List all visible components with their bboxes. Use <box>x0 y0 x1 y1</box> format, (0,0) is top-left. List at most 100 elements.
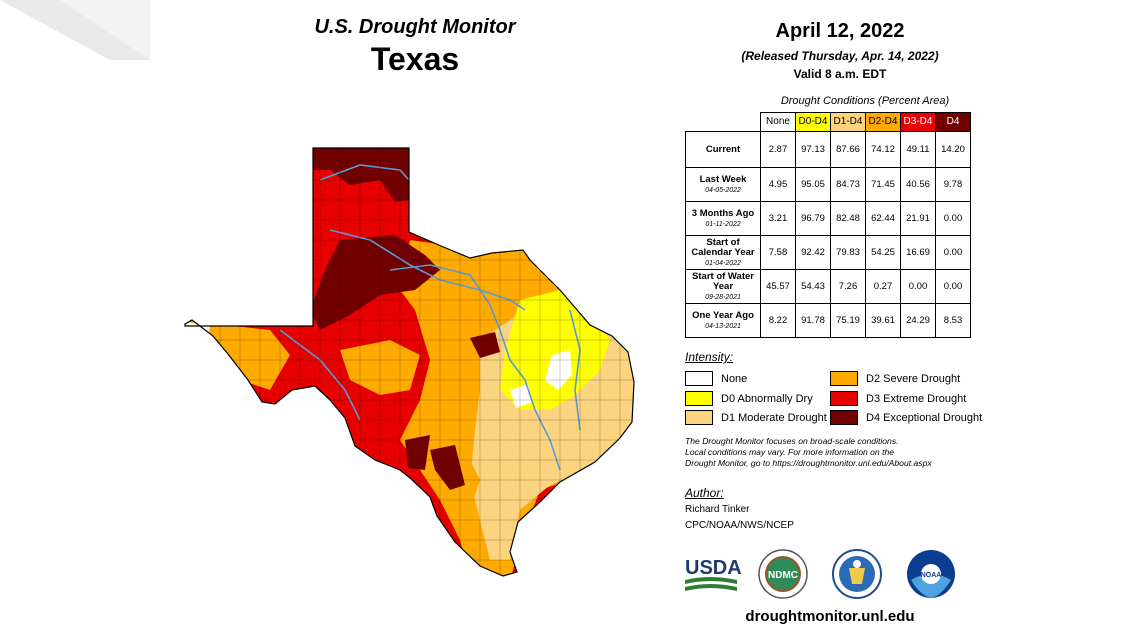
table-row-start-of-water-year: Start of Water Year 09-28-2021 45.57 54.4… <box>685 269 971 304</box>
cell-d4: 14.20 <box>935 131 971 168</box>
date-block: April 12, 2022 (Released Thursday, Apr. … <box>700 20 980 81</box>
cell-d0-d4: 97.13 <box>795 131 831 168</box>
d4-region-border <box>405 435 430 470</box>
drought-conditions-table: None D0-D4 D1-D4 D2-D4 D3-D4 D4 Current … <box>685 112 971 338</box>
cell-none: 2.87 <box>760 131 796 168</box>
column-header-d4: D4 <box>935 112 971 132</box>
legend-label: D1 Moderate Drought <box>721 411 827 424</box>
row-label: One Year Ago 04-13-2021 <box>685 303 761 338</box>
legend-swatch <box>830 391 858 406</box>
header-blank <box>686 113 761 132</box>
cell-d1-d4: 7.26 <box>830 269 866 304</box>
cell-none: 45.57 <box>760 269 796 304</box>
d4-region-central <box>470 332 500 358</box>
cell-d0-d4: 95.05 <box>795 167 831 202</box>
cell-d2-d4: 71.45 <box>865 167 901 202</box>
legend-swatch <box>685 391 713 406</box>
county-grid <box>185 148 634 576</box>
row-label: Start of Calendar Year 01-04-2022 <box>685 235 761 270</box>
legend-label: D4 Exceptional Drought <box>866 411 983 424</box>
cell-none: 4.95 <box>760 167 796 202</box>
row-label: 3 Months Ago 01-11-2022 <box>685 201 761 236</box>
map-date: April 12, 2022 <box>775 20 905 42</box>
cell-d4: 9.78 <box>935 167 971 202</box>
cell-d0-d4: 92.42 <box>795 235 831 270</box>
table-row-last-week: Last Week 04-05-2022 4.95 95.05 84.73 71.… <box>685 167 971 202</box>
cell-d0-d4: 96.79 <box>795 201 831 236</box>
legend-label: None <box>721 372 748 385</box>
column-header-d1-d4: D1-D4 <box>830 112 866 132</box>
legend-label: D0 Abnormally Dry <box>721 392 813 405</box>
ndmc-logo: NDMC <box>758 549 808 599</box>
author-name: Richard Tinker <box>685 504 750 515</box>
texas-drought-map <box>184 147 635 577</box>
d2-region-north <box>420 295 465 330</box>
release-date: (Released Thursday, Apr. 14, 2022) <box>741 49 939 63</box>
d4-region-panhandle <box>313 148 409 202</box>
cell-d1-d4: 84.73 <box>830 167 866 202</box>
cell-d0-d4: 91.78 <box>795 303 831 338</box>
legend-item-d2: D2 Severe Drought <box>830 371 960 386</box>
legend-swatch <box>830 410 858 425</box>
note-line-1: The Drought Monitor focuses on broad-sca… <box>685 436 899 446</box>
table-row-3-months-ago: 3 Months Ago 01-11-2022 3.21 96.79 82.48 … <box>685 201 971 236</box>
cell-d0-d4: 54.43 <box>795 269 831 304</box>
none-region-central <box>510 384 532 408</box>
column-header-d2-d4: D2-D4 <box>865 112 901 132</box>
column-header-d0-d4: D0-D4 <box>795 112 831 132</box>
legend-item-d4: D4 Exceptional Drought <box>830 410 982 425</box>
cell-d3-d4: 21.91 <box>900 201 936 236</box>
usda-logo-text: USDA <box>685 557 742 579</box>
legend-item-d0: D0 Abnormally Dry <box>685 391 813 406</box>
legend-swatch <box>830 371 858 386</box>
noaa-logo: NOAA <box>907 550 955 598</box>
cell-d2-d4: 0.27 <box>865 269 901 304</box>
website-url[interactable]: droughtmonitor.unl.edu <box>745 608 915 625</box>
legend-item-none: None <box>685 371 747 386</box>
column-header-d3-d4: D3-D4 <box>900 112 936 132</box>
trinity-river <box>569 309 581 431</box>
corner-watermark <box>0 0 150 60</box>
cell-d2-d4: 62.44 <box>865 201 901 236</box>
cell-d3-d4: 0.00 <box>900 269 936 304</box>
table-caption: Drought Conditions (Percent Area) <box>780 95 950 107</box>
cell-d1-d4: 87.66 <box>830 131 866 168</box>
note-line-2: Local conditions may vary. For more info… <box>685 447 895 458</box>
map-title-line1: U.S. Drought Monitor <box>314 16 516 38</box>
legend-item-d3: D3 Extreme Drought <box>830 391 966 406</box>
cell-d4: 0.00 <box>935 269 971 304</box>
row-label: Current <box>685 131 761 168</box>
ndmc-logo-text: NDMC <box>768 570 798 581</box>
cell-d1-d4: 79.83 <box>830 235 866 270</box>
noaa-logo-text: NOAA <box>921 572 942 579</box>
brazos-river <box>389 264 561 471</box>
valid-time: Valid 8 a.m. EDT <box>793 67 887 81</box>
d4-region-south <box>430 445 465 490</box>
cell-d3-d4: 24.29 <box>900 303 936 338</box>
disclaimer-note: The Drought Monitor focuses on broad-sca… <box>685 436 985 470</box>
row-label: Start of Water Year 09-28-2021 <box>685 269 761 304</box>
cell-none: 3.21 <box>760 201 796 236</box>
row-label: Last Week 04-05-2022 <box>685 167 761 202</box>
cell-d2-d4: 74.12 <box>865 131 901 168</box>
commerce-seal-logo <box>832 549 882 599</box>
table-row-start-of-calendar-year: Start of Calendar Year 01-04-2022 7.58 92… <box>685 235 971 270</box>
author-organization: CPC/NOAA/NWS/NCEP <box>685 520 794 531</box>
cell-d3-d4: 16.69 <box>900 235 936 270</box>
cell-d1-d4: 82.48 <box>830 201 866 236</box>
cell-none: 8.22 <box>760 303 796 338</box>
title-block: U.S. Drought Monitor Texas <box>270 16 560 78</box>
usda-logo: USDA <box>685 557 742 591</box>
legend-swatch <box>685 371 713 386</box>
author-heading: Author: <box>685 486 724 500</box>
map-title-state: Texas <box>370 41 460 77</box>
cell-d1-d4: 75.19 <box>830 303 866 338</box>
d4-region-rolling-plains <box>310 235 440 330</box>
cell-d2-d4: 39.61 <box>865 303 901 338</box>
table-row-current: Current 2.87 97.13 87.66 74.12 49.11 14.… <box>685 131 971 168</box>
cell-none: 7.58 <box>760 235 796 270</box>
table-header-row: None D0-D4 D1-D4 D2-D4 D3-D4 D4 <box>686 112 971 132</box>
cell-d3-d4: 40.56 <box>900 167 936 202</box>
drought-regions <box>185 148 634 576</box>
legend-title: Intensity: <box>685 350 734 364</box>
